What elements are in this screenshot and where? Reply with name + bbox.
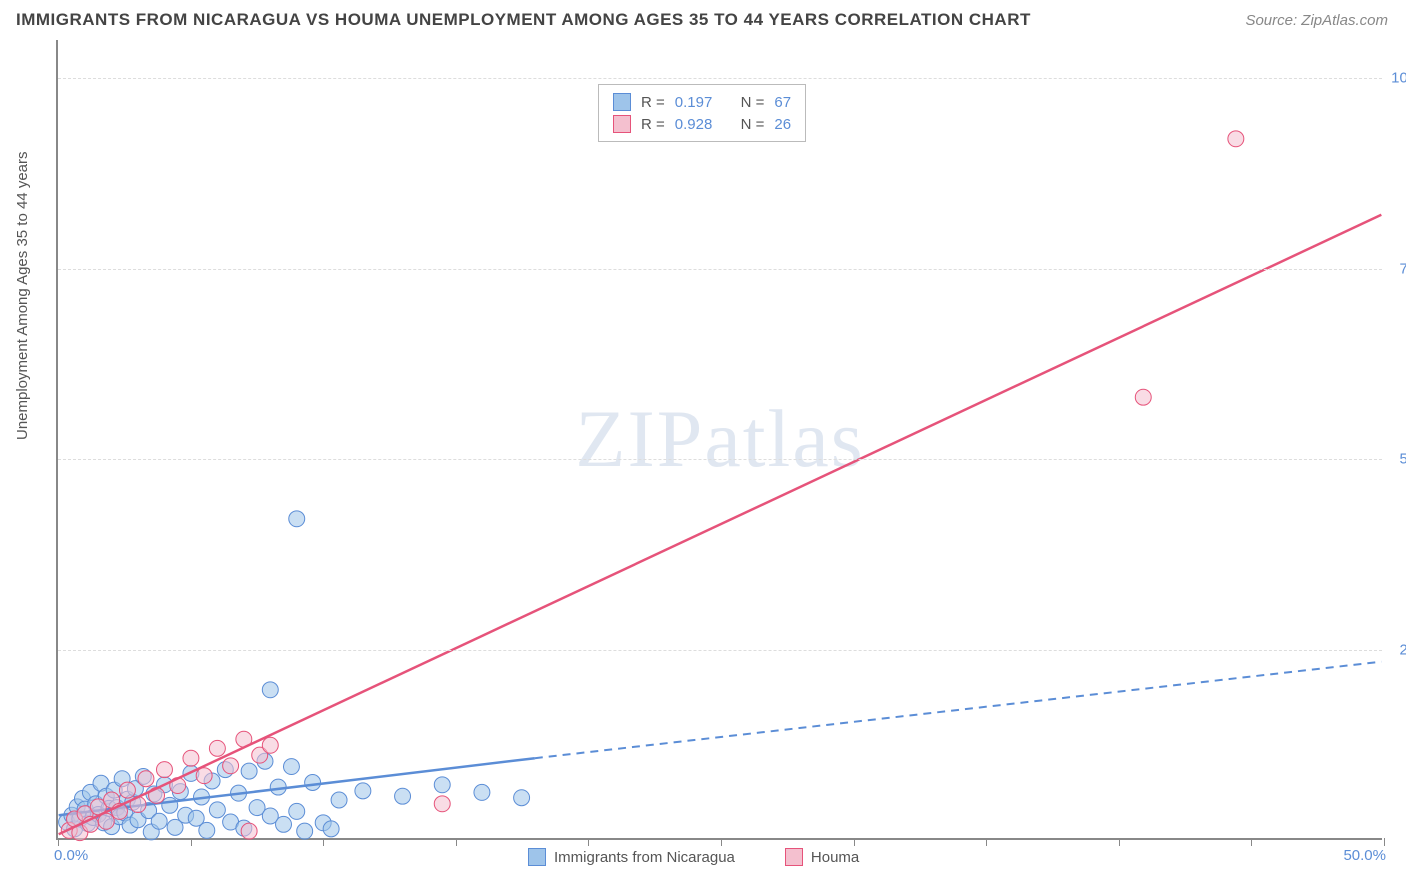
legend-n-value-1: 67 — [774, 94, 791, 111]
x-axis-max-label: 50.0% — [1343, 847, 1386, 864]
y-axis-label: Unemployment Among Ages 35 to 44 years — [14, 151, 31, 440]
x-tick — [721, 838, 722, 846]
data-point — [297, 823, 313, 839]
data-point — [323, 821, 339, 837]
scatter-plot-svg — [58, 40, 1382, 838]
legend-series2-name: Houma — [811, 849, 859, 866]
data-point — [355, 783, 371, 799]
gridline — [58, 459, 1382, 460]
x-tick — [456, 838, 457, 846]
data-point — [199, 822, 215, 838]
legend-row-series2: R = 0.928 N = 26 — [613, 113, 791, 135]
data-point — [241, 763, 257, 779]
legend-n-label: N = — [741, 116, 765, 133]
legend-swatch-pink — [613, 115, 631, 133]
legend-item-series1: Immigrants from Nicaragua — [528, 848, 735, 866]
data-point — [209, 740, 225, 756]
x-tick — [986, 838, 987, 846]
chart-plot-area: ZIPatlas R = 0.197 N = 67 R = 0.928 N = … — [56, 40, 1382, 840]
x-tick — [588, 838, 589, 846]
source-attribution: Source: ZipAtlas.com — [1245, 12, 1388, 29]
data-point — [514, 790, 530, 806]
gridline — [58, 650, 1382, 651]
data-point — [395, 788, 411, 804]
y-tick-label: 100.0% — [1391, 70, 1406, 87]
x-tick — [1251, 838, 1252, 846]
legend-r-label: R = — [641, 94, 665, 111]
legend-item-series2: Houma — [785, 848, 859, 866]
legend-r-label: R = — [641, 116, 665, 133]
x-tick — [191, 838, 192, 846]
trend-line-extrapolated — [535, 662, 1382, 759]
data-point — [289, 803, 305, 819]
data-point — [183, 750, 199, 766]
data-point — [283, 759, 299, 775]
data-point — [434, 777, 450, 793]
data-point — [1135, 389, 1151, 405]
x-tick — [58, 838, 59, 846]
legend-swatch-blue — [528, 848, 546, 866]
data-point — [241, 823, 257, 839]
legend-r-value-1: 0.197 — [675, 94, 713, 111]
legend-swatch-pink — [785, 848, 803, 866]
y-tick-label: 75.0% — [1399, 260, 1406, 277]
data-point — [223, 758, 239, 774]
legend-n-value-2: 26 — [774, 116, 791, 133]
correlation-legend: R = 0.197 N = 67 R = 0.928 N = 26 — [598, 84, 806, 142]
data-point — [1228, 131, 1244, 147]
legend-swatch-blue — [613, 93, 631, 111]
data-point — [262, 737, 278, 753]
data-point — [474, 784, 490, 800]
data-point — [162, 797, 178, 813]
legend-n-label: N = — [741, 94, 765, 111]
data-point — [209, 802, 225, 818]
data-point — [119, 782, 135, 798]
gridline — [58, 78, 1382, 79]
data-point — [262, 682, 278, 698]
gridline — [58, 269, 1382, 270]
x-axis-origin-label: 0.0% — [54, 847, 88, 864]
data-point — [196, 768, 212, 784]
data-point — [156, 762, 172, 778]
legend-series1-name: Immigrants from Nicaragua — [554, 849, 735, 866]
x-tick — [854, 838, 855, 846]
trend-line — [59, 215, 1382, 834]
y-tick-label: 25.0% — [1399, 641, 1406, 658]
data-point — [276, 816, 292, 832]
legend-r-value-2: 0.928 — [675, 116, 713, 133]
x-tick — [1119, 838, 1120, 846]
x-tick — [323, 838, 324, 846]
data-point — [305, 775, 321, 791]
x-tick — [1384, 838, 1385, 846]
legend-row-series1: R = 0.197 N = 67 — [613, 91, 791, 113]
data-point — [434, 796, 450, 812]
data-point — [151, 813, 167, 829]
data-point — [289, 511, 305, 527]
chart-title: IMMIGRANTS FROM NICARAGUA VS HOUMA UNEMP… — [16, 10, 1031, 30]
data-point — [138, 771, 154, 787]
series-legend: Immigrants from Nicaragua Houma — [528, 848, 859, 866]
data-point — [331, 792, 347, 808]
y-tick-label: 50.0% — [1399, 451, 1406, 468]
